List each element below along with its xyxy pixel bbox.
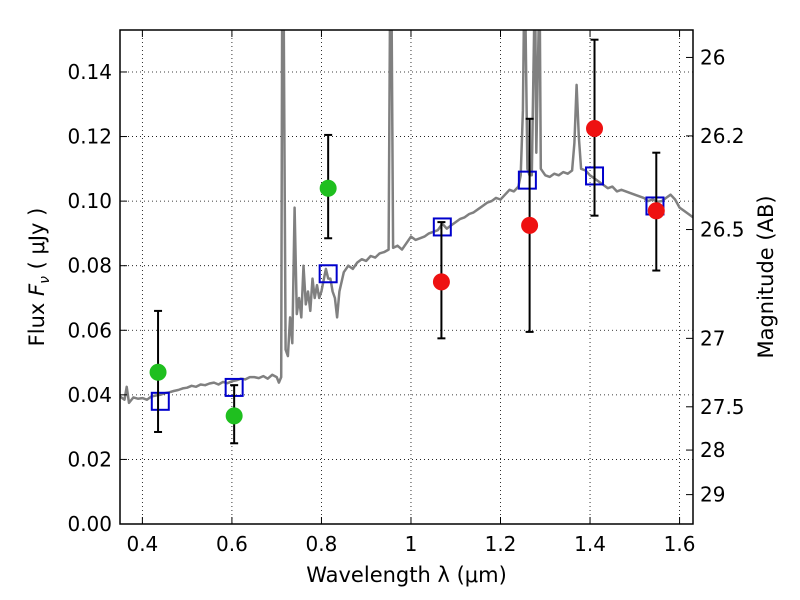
plot-area: [120, 30, 693, 445]
observed-flux-point: [521, 216, 539, 234]
right-tick-label: 28: [700, 438, 725, 462]
y-tick-label: 0.06: [67, 318, 112, 342]
observed-flux-point: [225, 407, 243, 425]
x-axis-title: Wavelength λ (μm): [306, 563, 507, 587]
x-tick-label: 1.6: [664, 532, 696, 556]
right-tick-label: 29: [700, 483, 725, 507]
tick-marks: [120, 30, 693, 525]
observed-flux-point: [586, 119, 604, 137]
right-axis-title: Magnitude (AB): [754, 195, 778, 358]
right-tick-label: 27.5: [700, 395, 745, 419]
y-tick-label: 0.14: [67, 60, 112, 84]
x-tick-label: 0.4: [126, 532, 158, 556]
model-spectrum-line: [120, 30, 693, 405]
right-tick-label: 26: [700, 45, 725, 69]
x-tick-label: 1.2: [485, 532, 517, 556]
y-tick-label: 0.08: [67, 254, 112, 278]
observed-flux-point: [319, 179, 337, 197]
model-photometry-marker: [318, 264, 338, 284]
y-tick-label: 0.10: [67, 189, 112, 213]
axes-frame: [119, 29, 694, 525]
observed-flux-point: [432, 273, 450, 291]
right-tick-label: 26.2: [700, 124, 745, 148]
x-tick-label: 1: [405, 532, 418, 556]
y-tick-label: 0.02: [67, 447, 112, 471]
model-photometry-marker: [150, 391, 170, 411]
x-tick-label: 1.4: [574, 532, 606, 556]
x-tick-label: 0.6: [216, 532, 248, 556]
y-tick-label: 0.12: [67, 125, 112, 149]
observed-flux-point: [647, 202, 665, 220]
y-tick-label: 0.00: [67, 512, 112, 536]
observed-flux-point: [149, 363, 167, 381]
model-photometry-marker: [517, 170, 537, 190]
right-tick-label: 26.5: [700, 218, 745, 242]
y-tick-label: 0.04: [67, 383, 112, 407]
right-tick-label: 27: [700, 326, 725, 350]
tick-labels: 0.4 0.6 0.8 1 1.2 1.4 1.6 0.00 0.02 0.04 0.06 0.08 0…: [67, 45, 744, 556]
x-tick-label: 0.8: [306, 532, 338, 556]
clipped-data: [120, 30, 693, 445]
grid: [120, 30, 693, 525]
y-axis-title: Flux Fν ( μJy ): [25, 208, 53, 347]
